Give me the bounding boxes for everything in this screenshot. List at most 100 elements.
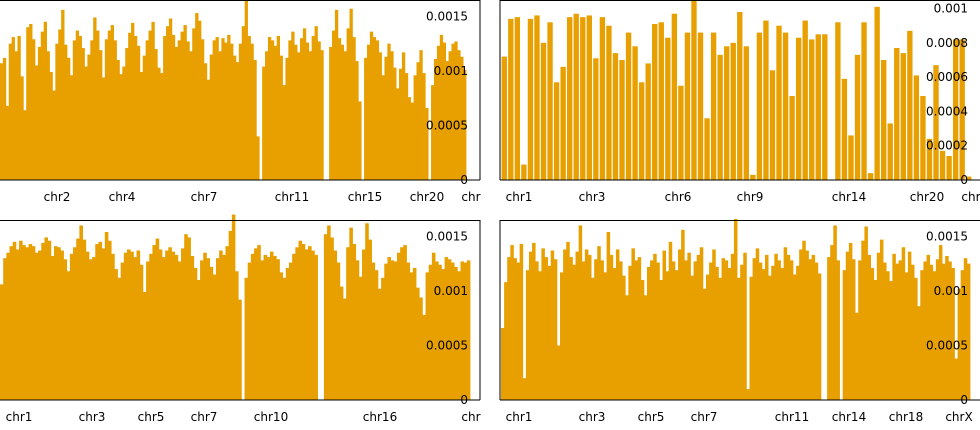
area-segment xyxy=(352,37,356,181)
area-segment xyxy=(938,245,943,400)
area-segment xyxy=(231,214,236,400)
area-segment xyxy=(227,34,231,180)
area-segment xyxy=(19,240,23,400)
area-segment xyxy=(133,36,138,180)
x-tick-label: chr3 xyxy=(579,410,606,424)
x-tick-label: chr14 xyxy=(832,410,866,424)
area-segment xyxy=(541,248,545,400)
x-tick-label: chr3 xyxy=(579,190,606,204)
area-segment xyxy=(225,246,230,400)
area-segment xyxy=(566,241,570,400)
area-segment xyxy=(628,265,632,400)
panel-bottom-right: chr1 chr3 chr5 chr7 chr11 chr14 chr18 ch… xyxy=(499,218,980,424)
area-segment xyxy=(203,252,207,400)
area-segment xyxy=(85,251,90,400)
bar xyxy=(835,22,841,180)
x-tick-label: chrX xyxy=(945,410,972,424)
area-segment xyxy=(544,257,548,400)
area-segment xyxy=(727,268,732,400)
area-segment xyxy=(31,246,36,400)
x-tick-label: chr20 xyxy=(410,190,444,204)
area-segment xyxy=(55,43,59,180)
area-segment xyxy=(404,73,409,180)
area-segment xyxy=(650,260,654,400)
area-segment xyxy=(136,45,141,180)
area-segment xyxy=(699,247,704,400)
bar xyxy=(586,15,592,181)
area-segment xyxy=(581,261,586,400)
bar xyxy=(782,32,789,180)
area-segment xyxy=(183,25,187,181)
bar xyxy=(606,25,612,181)
area-segment xyxy=(32,39,36,180)
area-segment xyxy=(917,306,921,400)
area-segment xyxy=(142,55,147,180)
area-segment xyxy=(393,67,397,180)
bar xyxy=(946,156,952,180)
area-segment xyxy=(346,28,350,180)
area-segment xyxy=(802,240,806,400)
area-segment xyxy=(17,36,21,180)
area-segment xyxy=(724,260,729,400)
area-segment xyxy=(181,248,185,400)
area-segment xyxy=(355,260,360,400)
area-segment xyxy=(358,276,363,400)
area-segment xyxy=(403,245,407,400)
area-segment xyxy=(684,260,688,400)
area-segment xyxy=(192,28,196,180)
area-segment xyxy=(401,52,406,180)
area-segment xyxy=(250,43,254,180)
area-segment xyxy=(206,258,210,400)
bar xyxy=(560,66,566,180)
area-segment xyxy=(425,272,430,400)
area-segment xyxy=(114,269,118,400)
area-segment xyxy=(439,34,444,180)
area-segment xyxy=(323,234,328,400)
area-segment xyxy=(238,43,243,180)
area-segment xyxy=(44,237,49,400)
area-segment xyxy=(448,51,452,180)
area-segment xyxy=(516,262,521,400)
bar xyxy=(501,56,507,180)
area-segment xyxy=(758,262,763,400)
bar xyxy=(671,13,678,180)
area-segment xyxy=(619,261,623,400)
area-segment xyxy=(702,288,707,400)
area-segment xyxy=(963,258,968,400)
area-segment xyxy=(265,51,269,180)
area-segment xyxy=(435,261,439,400)
area-segment xyxy=(606,232,611,400)
y-tick-label: 0.0008 xyxy=(926,36,968,50)
bar xyxy=(697,32,704,180)
area-segment xyxy=(189,51,193,180)
top-left-y-tick-labels: 0 0.0005 0.001 0.0015 xyxy=(426,9,468,187)
area-segment xyxy=(935,259,940,400)
area-segment xyxy=(302,28,307,180)
area-segment xyxy=(355,61,359,181)
area-segment xyxy=(308,246,312,400)
area-segment xyxy=(88,259,93,400)
x-tick-label: chr7 xyxy=(191,190,218,204)
bar xyxy=(802,20,808,180)
area-segment xyxy=(104,39,109,180)
area-segment xyxy=(53,246,58,400)
bar xyxy=(763,20,769,180)
bar xyxy=(540,42,547,180)
area-segment xyxy=(845,251,850,400)
area-segment xyxy=(123,252,128,400)
area-segment xyxy=(796,265,800,400)
area-segment xyxy=(587,254,592,400)
bar xyxy=(750,174,756,180)
area-segment xyxy=(842,270,847,400)
area-segment xyxy=(914,277,918,400)
area-segment xyxy=(768,275,772,400)
x-tick-label: chr2 xyxy=(44,190,71,204)
area-segment xyxy=(314,26,318,181)
area-segment xyxy=(752,258,757,400)
area-segment xyxy=(396,252,401,400)
area-segment xyxy=(400,247,404,400)
area-segment xyxy=(721,258,726,400)
area-segment xyxy=(368,239,372,400)
area-segment xyxy=(550,250,555,400)
area-segment xyxy=(41,242,45,400)
